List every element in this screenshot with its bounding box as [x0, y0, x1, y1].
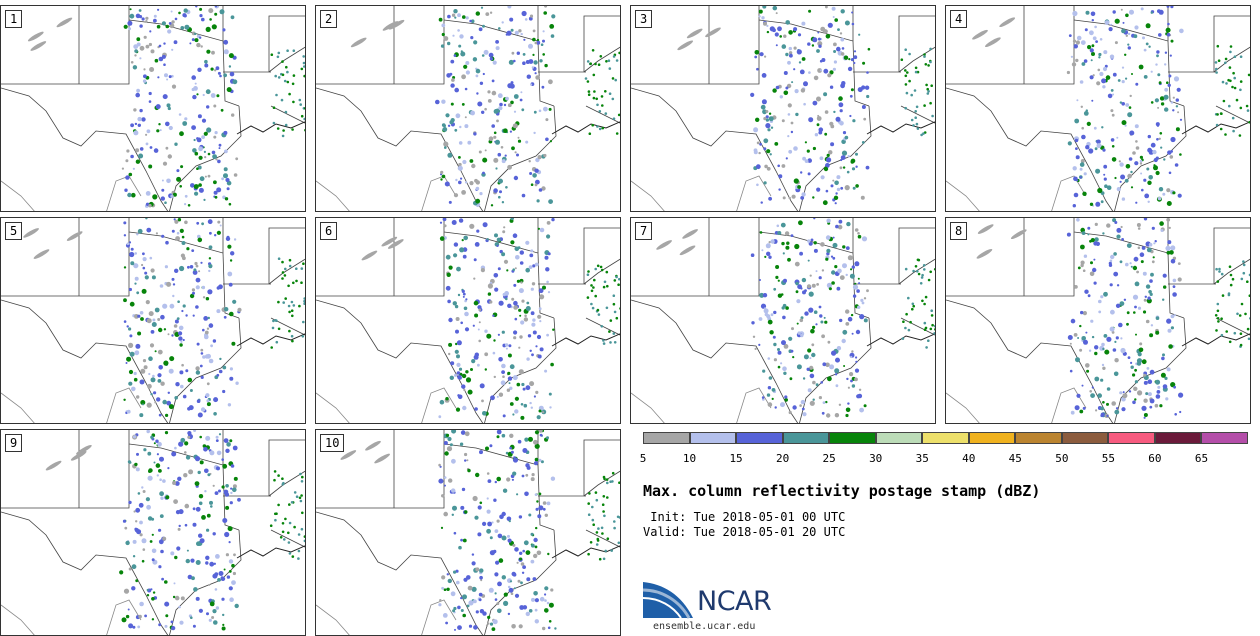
colorbar-segment [875, 432, 923, 444]
stamp-panel-3: 3 [630, 5, 936, 212]
colorbar-tick-label: 20 [775, 452, 790, 465]
colorbar-tick-label: 30 [869, 452, 883, 465]
ncar-logo-icon [643, 582, 693, 619]
colorbar-segment [1108, 432, 1155, 444]
map-10 [316, 430, 620, 635]
colorbar-segment [1015, 432, 1062, 444]
map-8 [946, 218, 1250, 423]
colorbar-tick-label: 60 [1148, 452, 1162, 465]
panel-number: 3 [635, 10, 653, 28]
colorbar-segment [689, 432, 737, 444]
colorbar-tick-label: 45 [1008, 452, 1022, 465]
colorbar-tick-label: 55 [1101, 452, 1115, 465]
colorbar-segment [643, 432, 690, 444]
map-6 [316, 218, 620, 423]
panel-number: 9 [5, 434, 23, 452]
stamp-panel-8: 8 [945, 217, 1251, 424]
stamp-panel-6: 6 [315, 217, 621, 424]
stamp-panel-1: 1 [0, 5, 306, 212]
map-4 [946, 6, 1250, 211]
colorbar-segment [829, 432, 876, 444]
map-3 [631, 6, 935, 211]
colorbar-tick-label: 35 [915, 452, 929, 465]
logo-text: NCAR [697, 586, 772, 617]
colorbar-segment [1154, 432, 1202, 444]
colorbar-segment [968, 432, 1016, 444]
colorbar-tick-label: 5 [639, 452, 647, 465]
panel-number: 10 [320, 434, 345, 452]
chart-title: Max. column reflectivity postage stamp (… [643, 482, 1041, 500]
valid-time: Valid: Tue 2018-05-01 20 UTC [643, 525, 846, 539]
colorbar-tick-label: 10 [682, 452, 697, 465]
init-time: Init: Tue 2018-05-01 00 UTC [643, 510, 846, 524]
stamp-panel-2: 2 [315, 5, 621, 212]
map-9 [1, 430, 305, 635]
stamp-panel-5: 5 [0, 217, 306, 424]
colorbar-segment [1201, 432, 1248, 444]
panel-number: 5 [5, 222, 23, 240]
colorbar [643, 432, 1248, 446]
colorbar-tick-label: 40 [962, 452, 976, 465]
map-7 [631, 218, 935, 423]
map-2 [316, 6, 620, 211]
colorbar-segment [922, 432, 969, 444]
logo-url: ensemble.ucar.edu [653, 621, 756, 632]
stamp-panel-7: 7 [630, 217, 936, 424]
colorbar-tick-label: 65 [1194, 452, 1209, 465]
panel-number: 1 [5, 10, 23, 28]
map-5 [1, 218, 305, 423]
panel-number: 7 [635, 222, 653, 240]
stamp-panel-9: 9 [0, 429, 306, 636]
colorbar-segment [782, 432, 830, 444]
colorbar-segment [1061, 432, 1109, 444]
stamp-panel-4: 4 [945, 5, 1251, 212]
colorbar-tick-label: 15 [729, 452, 743, 465]
panel-number: 8 [950, 222, 968, 240]
panel-number: 6 [320, 222, 338, 240]
colorbar-tick-label: 25 [822, 452, 836, 465]
colorbar-segment [736, 432, 783, 444]
stamp-panel-10: 10 [315, 429, 621, 636]
map-1 [1, 6, 305, 211]
colorbar-tick-label: 50 [1055, 452, 1069, 465]
panel-number: 4 [950, 10, 968, 28]
panel-number: 2 [320, 10, 338, 28]
